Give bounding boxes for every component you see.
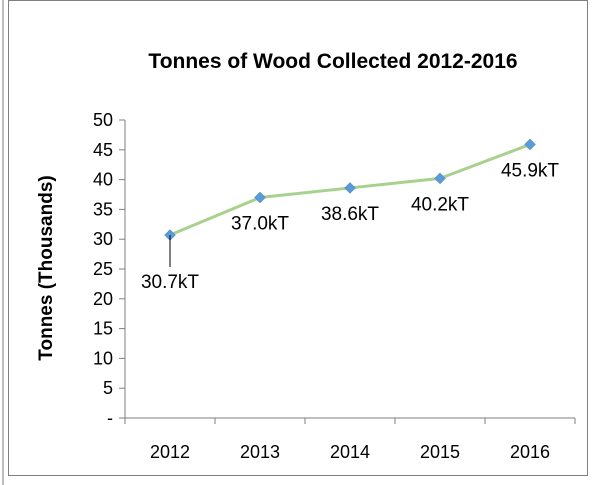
y-tick-label: 35 bbox=[93, 199, 113, 219]
data-label: 45.9kT bbox=[501, 160, 559, 181]
x-tick-label: 2015 bbox=[420, 442, 460, 462]
x-tick-label: 2013 bbox=[240, 442, 280, 462]
data-label: 38.6kT bbox=[321, 204, 379, 225]
y-tick-label: 25 bbox=[93, 259, 113, 279]
y-tick-label: - bbox=[107, 408, 113, 428]
y-tick-label: 15 bbox=[93, 319, 113, 339]
axes: - 5 10 15 20 25 30 35 40 45 50 2012 2013 2014 2015 2016 bbox=[93, 110, 576, 462]
chart-frame bbox=[8, 0, 588, 476]
data-point bbox=[524, 138, 536, 151]
data-label: 40.2kT bbox=[411, 194, 469, 215]
data-label: 37.0kT bbox=[231, 213, 289, 234]
y-tick-label: 30 bbox=[93, 229, 113, 249]
x-tick-label: 2014 bbox=[330, 442, 370, 462]
y-tick-label: 20 bbox=[93, 289, 113, 309]
y-tick-label: 50 bbox=[93, 110, 113, 130]
x-tick-label: 2012 bbox=[150, 442, 190, 462]
data-point bbox=[254, 191, 266, 204]
y-tick-label: 45 bbox=[93, 140, 113, 160]
window-edge bbox=[2, 0, 4, 485]
chart-title: Tonnes of Wood Collected 2012-2016 bbox=[148, 50, 517, 73]
y-tick-label: 5 bbox=[103, 378, 113, 398]
x-tick-label: 2016 bbox=[510, 442, 550, 462]
data-point bbox=[434, 172, 446, 185]
series: 30.7kT 37.0kT 38.6kT 40.2kT 45.9kT bbox=[141, 138, 559, 293]
y-axis-label: Tonnes (Thousands) bbox=[36, 175, 57, 360]
data-point bbox=[344, 182, 356, 194]
data-label: 30.7kT bbox=[141, 272, 199, 293]
y-tick-label: 40 bbox=[93, 170, 113, 190]
y-tick-label: 10 bbox=[93, 348, 113, 368]
